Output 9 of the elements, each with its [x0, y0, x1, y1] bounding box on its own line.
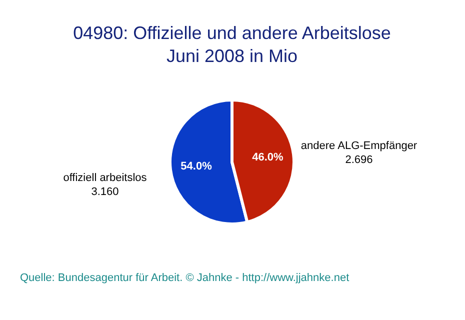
chart-subtitle: Juni 2008 in Mio — [166, 46, 298, 66]
text: 54.0% — [180, 160, 212, 172]
slice-label: andere ALG-Empfänger — [300, 140, 418, 152]
data-label: 2.696 — [345, 154, 373, 166]
slice-label: offiziell arbeitslos — [63, 172, 148, 184]
data-label: 3.160 — [91, 186, 119, 198]
source-note: Quelle: Bundesagentur für Arbeit. © Jahnke - http://www.jjahnke.net — [20, 272, 350, 284]
chart-title: 04980: Offizielle und andere Arbeitslose — [73, 23, 391, 43]
text: 46.0% — [252, 152, 284, 164]
